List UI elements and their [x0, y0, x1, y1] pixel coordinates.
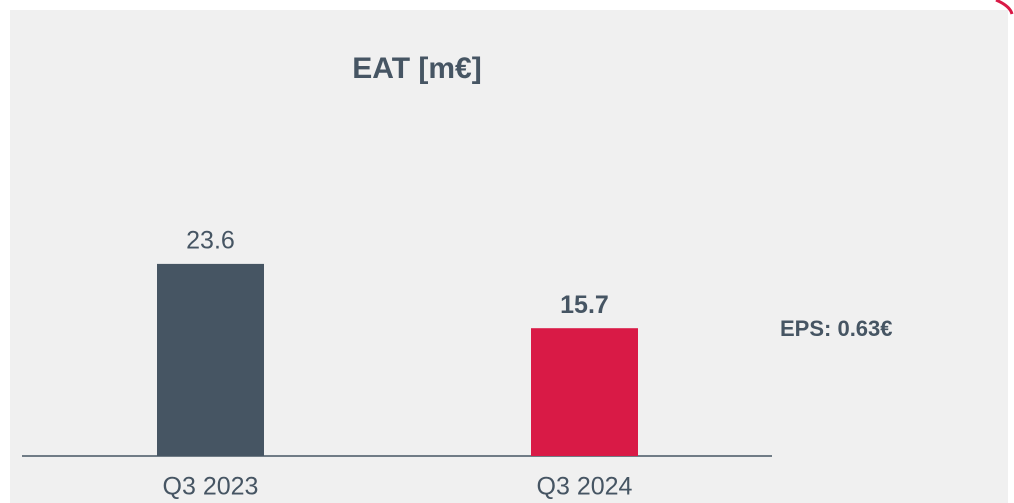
value-label: 15.7 [560, 291, 609, 319]
x-tick-label: Q3 2023 [163, 473, 259, 501]
value-label: 23.6 [186, 227, 235, 255]
bar [157, 263, 264, 456]
chart-title: EAT [m€] [352, 52, 481, 85]
x-tick-label: Q3 2024 [537, 473, 633, 501]
bar [531, 328, 638, 456]
annotation: EPS: 0.63€ [780, 316, 893, 341]
decoration [995, 0, 1014, 15]
